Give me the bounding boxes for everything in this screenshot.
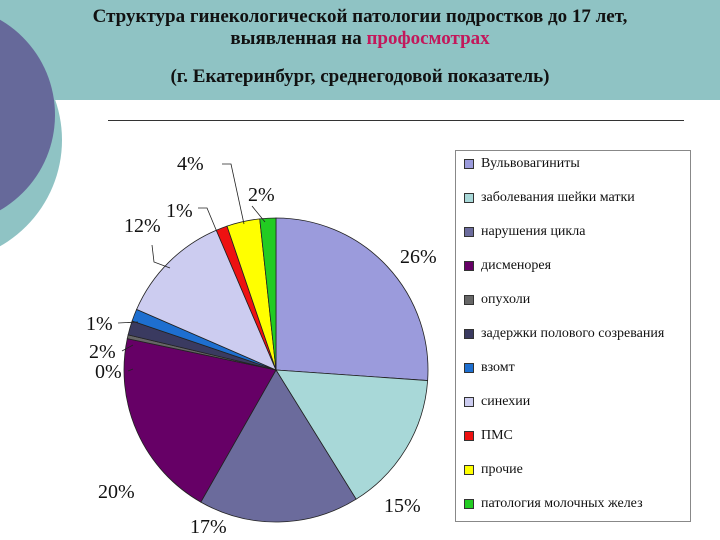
legend-swatch-10 — [464, 499, 474, 509]
slice-label-9: 4% — [177, 153, 204, 175]
title-line-1: Структура гинекологической патологии под… — [92, 6, 628, 27]
legend-label-8: ПМС — [481, 428, 513, 443]
chart-legend: Вульвовагиниты заболевания шейки матки нар… — [455, 150, 691, 522]
legend-label-2: нарушения цикла — [481, 224, 586, 239]
legend-label-4: опухоли — [481, 292, 531, 307]
pie-slices — [123, 217, 429, 523]
slice-label-4: 0% — [95, 361, 122, 383]
legend-swatch-7 — [464, 397, 474, 407]
decorative-circle-purple — [0, 19, 55, 211]
legend-label-1: заболевания шейки матки — [481, 190, 635, 205]
slice-label-6: 1% — [86, 313, 113, 335]
slice-label-1: 15% — [384, 495, 421, 517]
slice-label-0: 26% — [400, 246, 437, 268]
slice-label-7: 12% — [124, 215, 161, 237]
slice-label-3: 20% — [98, 481, 135, 503]
legend-swatch-0 — [464, 159, 474, 169]
leader-line-10 — [251, 205, 266, 223]
legend-label-6: взомт — [481, 360, 515, 375]
legend-label-10: патология молочных желез — [481, 496, 643, 511]
title-line-2: выявленная на профосмотрах — [0, 28, 720, 50]
legend-label-7: синехии — [481, 394, 531, 409]
pie-slice-3 — [123, 338, 277, 503]
legend-label-9: прочие — [481, 462, 523, 477]
legend-swatch-8 — [464, 431, 474, 441]
slice-labels: 26%15%17%20%0%2%1%12%1%4%2% — [86, 153, 437, 538]
title-line-2-prefix: выявленная на — [230, 28, 367, 49]
legend-label-5: задержки полового созревания — [481, 326, 665, 341]
leader-line-6 — [117, 321, 139, 324]
title-highlight: профосмотрах — [366, 28, 490, 49]
page-subtitle: (г. Екатеринбург, среднегодовой показате… — [170, 66, 550, 87]
divider-line — [108, 120, 684, 121]
legend-swatch-2 — [464, 227, 474, 237]
slice-label-5: 2% — [89, 341, 116, 363]
legend-swatch-1 — [464, 193, 474, 203]
leader-line-5 — [121, 344, 134, 352]
pie-slice-10 — [259, 217, 277, 371]
legend-label-3: дисменорея — [481, 258, 552, 273]
pie-slice-7 — [136, 229, 277, 371]
legend-swatch-9 — [464, 465, 474, 475]
legend-swatch-6 — [464, 363, 474, 373]
leader-line-4 — [127, 368, 134, 372]
legend-swatch-3 — [464, 261, 474, 271]
leader-line-7 — [151, 244, 171, 269]
header-band — [0, 0, 720, 100]
slice-label-8: 1% — [166, 200, 193, 222]
legend-swatch-4 — [464, 295, 474, 305]
legend-label-0: Вульвовагиниты — [481, 156, 580, 171]
slice-label-10: 2% — [248, 184, 275, 206]
pie-slice-0 — [275, 217, 429, 381]
slice-label-2: 17% — [190, 516, 227, 538]
leader-lines — [117, 163, 266, 372]
legend-swatch-5 — [464, 329, 474, 339]
page-title: Структура гинекологической патологии под… — [0, 6, 720, 50]
leader-line-8 — [198, 207, 218, 233]
pie-slice-1 — [275, 369, 429, 500]
leader-line-9 — [222, 163, 245, 225]
pie-slice-2 — [200, 369, 357, 523]
